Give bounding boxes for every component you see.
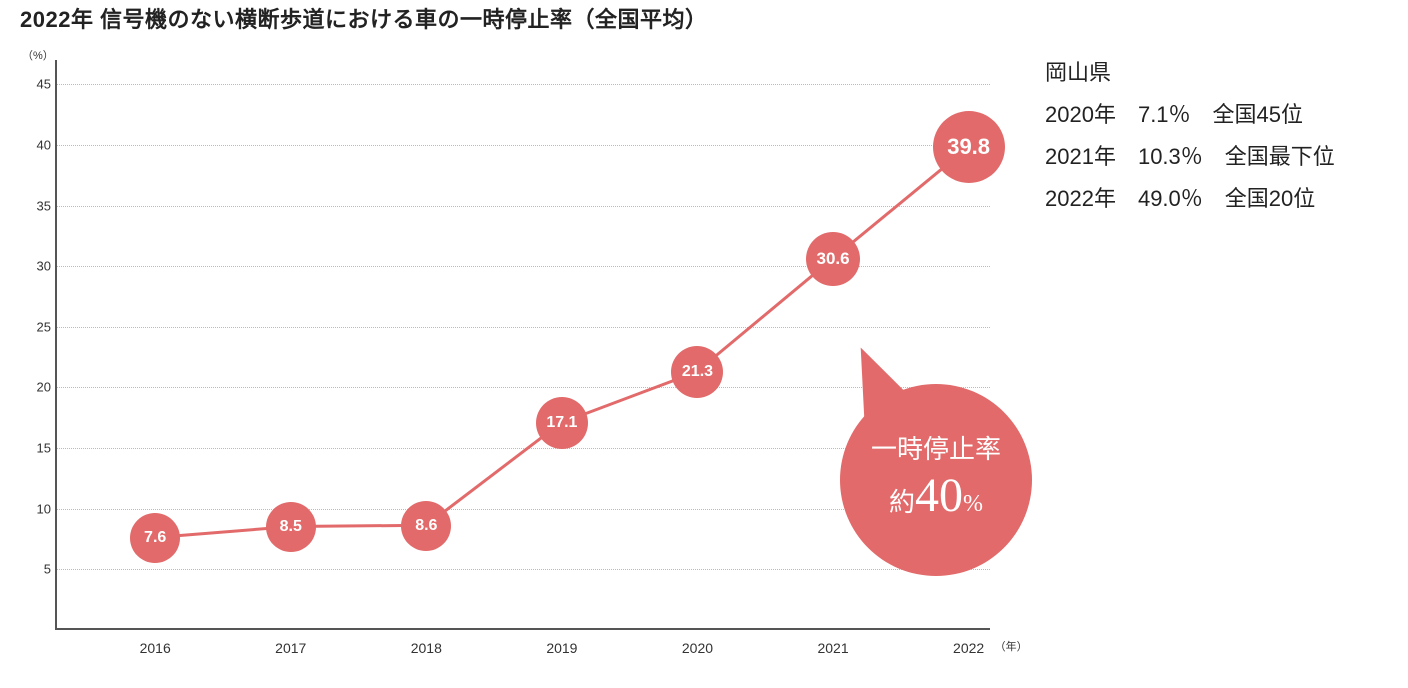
y-tick-label: 45 (29, 77, 51, 92)
y-tick-label: 20 (29, 380, 51, 395)
y-tick-label: 35 (29, 198, 51, 213)
callout-line2: 約40% (889, 466, 983, 526)
side-panel-title: 岡山県 (1045, 55, 1395, 87)
x-tick-label: 2021 (817, 640, 848, 656)
data-marker: 17.1 (536, 397, 588, 449)
side-row: 2021年 10.3％ 全国最下位 (1045, 139, 1395, 171)
y-tick-label: 30 (29, 259, 51, 274)
grid-line (57, 145, 990, 146)
y-axis-unit: （%） (22, 47, 54, 63)
side-value: 7.1％ (1138, 97, 1191, 129)
y-tick-label: 10 (29, 501, 51, 516)
callout: 一時停止率約40% (840, 384, 1032, 576)
x-tick-label: 2017 (275, 640, 306, 656)
side-row: 2022年 49.0％ 全国20位 (1045, 181, 1395, 213)
side-year: 2020年 (1045, 97, 1116, 129)
side-row: 2020年 7.1％ 全国45位 (1045, 97, 1395, 129)
x-tick-label: 2020 (682, 640, 713, 656)
x-tick-label: 2018 (411, 640, 442, 656)
grid-line (57, 206, 990, 207)
side-rank: 全国45位 (1213, 97, 1303, 129)
data-marker: 21.3 (671, 346, 723, 398)
y-tick-label: 25 (29, 319, 51, 334)
chart-title: 2022年 信号機のない横断歩道における車の一時停止率（全国平均） (20, 2, 708, 34)
plot-region: 5101520253035404520162017201820192020202… (55, 60, 990, 630)
grid-line (57, 327, 990, 328)
side-rank: 全国最下位 (1225, 139, 1335, 171)
y-tick-label: 5 (29, 562, 51, 577)
callout-line1: 一時停止率 (871, 434, 1001, 467)
data-marker: 8.6 (401, 501, 451, 551)
side-rank: 全国20位 (1225, 181, 1315, 213)
x-tick-label: 2022 (953, 640, 984, 656)
chart-area: （%） 510152025303540452016201720182019202… (55, 60, 990, 630)
y-tick-label: 15 (29, 441, 51, 456)
data-marker: 8.5 (266, 502, 316, 552)
data-marker: 30.6 (806, 232, 860, 286)
side-value: 10.3％ (1138, 139, 1203, 171)
x-tick-label: 2016 (140, 640, 171, 656)
side-panel: 岡山県 2020年 7.1％ 全国45位 2021年 10.3％ 全国最下位 2022年 49… (1045, 55, 1395, 223)
root: 2022年 信号機のない横断歩道における車の一時停止率（全国平均） （%） 51… (0, 0, 1408, 688)
data-marker: 39.8 (933, 111, 1005, 183)
side-value: 49.0％ (1138, 181, 1203, 213)
y-tick-label: 40 (29, 137, 51, 152)
grid-line (57, 84, 990, 85)
data-marker: 7.6 (130, 513, 180, 563)
callout-circle: 一時停止率約40% (840, 384, 1032, 576)
x-tick-label: 2019 (546, 640, 577, 656)
x-axis-unit: （年） (995, 638, 1028, 654)
side-rows: 2020年 7.1％ 全国45位 2021年 10.3％ 全国最下位 2022年 49.0％ 全… (1045, 97, 1395, 213)
side-year: 2021年 (1045, 139, 1116, 171)
side-year: 2022年 (1045, 181, 1116, 213)
